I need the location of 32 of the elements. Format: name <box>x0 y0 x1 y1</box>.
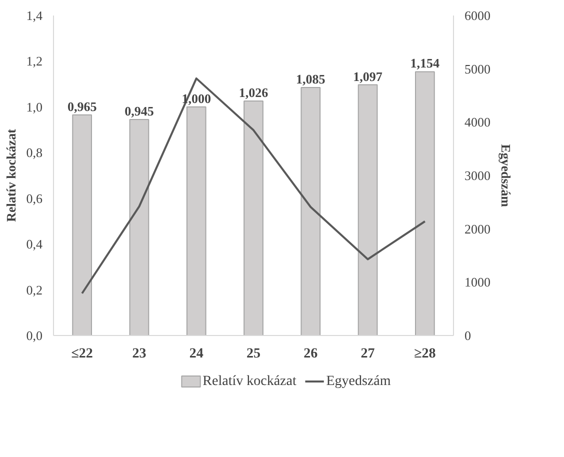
y-tick-label: 0,4 <box>26 236 43 252</box>
y2-tick-label: 6000 <box>464 8 490 23</box>
y-tick-label: 0,6 <box>26 190 43 206</box>
y-tick-label: 0,2 <box>26 282 42 298</box>
data-label: 1,085 <box>296 72 326 86</box>
y2-tick-label: 4000 <box>464 114 490 130</box>
x-tick-label: ≤22 <box>71 346 93 362</box>
x-tick-label: 26 <box>304 346 318 362</box>
y2-tick-label: 3000 <box>464 168 490 183</box>
y-tick-label: 1,0 <box>26 99 42 114</box>
x-tick-label: 24 <box>189 346 204 362</box>
data-label: 1,026 <box>238 84 269 100</box>
legend-label: Egyedszám <box>326 374 391 389</box>
y2-axis-title: Egyedszám <box>498 144 514 208</box>
y2-tick-label: 1000 <box>464 274 490 290</box>
y-tick-label: 1,4 <box>26 8 43 23</box>
y-axis-title: Relatív kockázat <box>3 128 18 222</box>
data-label: 0,945 <box>124 104 154 118</box>
x-tick-label: 27 <box>360 346 375 362</box>
y-tick-label: 1,2 <box>26 54 42 69</box>
x-tick-label: ≥28 <box>414 346 436 362</box>
x-tick-label: 25 <box>246 346 260 362</box>
y2-tick-label: 2000 <box>464 221 490 236</box>
data-label: 1,154 <box>410 56 440 71</box>
y-tick-label: 0,0 <box>26 328 42 343</box>
legend-label: Relatív kockázat <box>202 374 296 389</box>
data-label: 1,097 <box>353 68 383 84</box>
y2-tick-label: 0 <box>464 328 471 343</box>
data-label: 0,965 <box>67 98 98 114</box>
y2-tick-label: 5000 <box>464 61 490 76</box>
y-tick-label: 0,8 <box>26 145 42 160</box>
x-tick-label: 23 <box>132 346 146 362</box>
